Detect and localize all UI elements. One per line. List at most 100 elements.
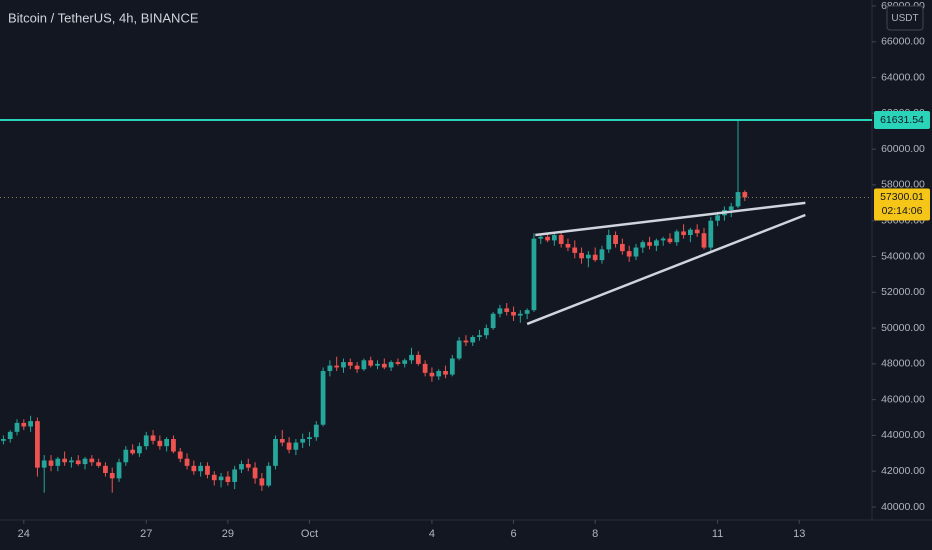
y-tick-label: 52000.00	[881, 286, 925, 298]
candle-body	[150, 435, 156, 441]
candle-body	[626, 251, 632, 257]
x-tick-label: 27	[140, 528, 152, 540]
candle-body	[545, 236, 550, 241]
candle-body	[191, 465, 197, 472]
candle-body	[347, 362, 353, 366]
candle-body	[211, 474, 217, 481]
candle-body	[681, 231, 686, 236]
level-label: 61631.54	[880, 114, 924, 126]
y-tick-label: 58000.00	[881, 179, 925, 191]
candle-body	[443, 371, 448, 375]
candle-body	[388, 362, 394, 368]
currency-label: USDT	[891, 13, 918, 24]
candle-body	[184, 458, 190, 466]
candle-body	[7, 431, 13, 440]
currency-box[interactable]	[886, 5, 924, 31]
candle-body	[463, 340, 469, 343]
y-tick-label: 66000.00	[881, 36, 925, 48]
candle-body	[640, 242, 646, 248]
candle-body	[599, 249, 605, 261]
candle-body	[123, 449, 129, 463]
candle-body	[334, 365, 340, 368]
candle-body	[395, 362, 401, 364]
candle-body	[75, 460, 81, 465]
x-tick-label: 6	[510, 528, 516, 540]
candle-body	[565, 243, 571, 248]
candle-body	[579, 252, 584, 259]
candle-body	[497, 308, 503, 314]
candle-body	[375, 363, 380, 366]
candle-body	[361, 360, 367, 370]
x-tick-label: 11	[712, 528, 723, 540]
candle-body	[300, 439, 306, 443]
candle-body	[436, 371, 442, 377]
candle-body	[252, 467, 258, 479]
candle-body	[82, 458, 88, 465]
candle-body	[592, 254, 598, 261]
candle-body	[69, 460, 74, 463]
candle-body	[742, 192, 748, 198]
y-tick-label: 60000.00	[881, 143, 925, 155]
candle-body	[613, 235, 618, 244]
y-tick-label: 46000.00	[881, 393, 925, 405]
candle-body	[96, 462, 102, 466]
chart-title: Bitcoin / TetherUS, 4h, BINANCE	[8, 10, 199, 25]
last-price-label: 57300.01	[880, 191, 924, 203]
candle-body	[524, 310, 530, 314]
candle-body	[667, 238, 673, 243]
candle-body	[694, 229, 700, 234]
candle-body	[293, 442, 299, 450]
candle-body	[409, 354, 414, 361]
trendline	[535, 201, 806, 237]
candle-body	[48, 460, 54, 466]
candle-body	[688, 229, 693, 236]
candle-body	[320, 371, 326, 425]
candle-body	[307, 437, 312, 440]
candle-body	[143, 435, 149, 447]
candle-body	[633, 247, 639, 257]
candle-body	[490, 313, 496, 329]
candle-body	[137, 446, 142, 454]
candle-body	[619, 243, 625, 252]
candle-body	[164, 439, 170, 447]
candle-body	[449, 358, 455, 375]
last-price-box	[874, 188, 930, 221]
candle-body	[422, 363, 428, 373]
candle-body	[341, 362, 346, 368]
candle-body	[218, 476, 224, 481]
candle-body	[62, 458, 67, 463]
candle-body	[660, 238, 666, 241]
candle-body	[504, 308, 510, 312]
candle-body	[728, 206, 734, 210]
candle-body	[177, 451, 183, 459]
level-label-box	[874, 110, 930, 129]
candle-body	[572, 247, 578, 253]
candle-body	[21, 422, 27, 427]
candle-body	[28, 421, 33, 427]
candle-body	[354, 365, 360, 370]
candle-body	[41, 460, 47, 468]
candle-body	[381, 363, 387, 368]
x-tick-label: 24	[18, 528, 30, 540]
candle-body	[531, 238, 537, 311]
candle-body	[715, 215, 720, 221]
candle-body	[205, 465, 210, 475]
candle-body	[55, 458, 61, 466]
candle-body	[456, 340, 462, 359]
y-tick-label: 50000.00	[881, 322, 925, 334]
candle-body	[157, 440, 163, 447]
candle-body	[415, 354, 421, 364]
candle-body	[313, 424, 319, 438]
countdown-label: 02:14:06	[882, 205, 923, 217]
candle-body	[232, 469, 238, 482]
candle-body	[279, 439, 285, 443]
y-tick-label: 64000.00	[881, 71, 925, 83]
plot	[0, 118, 872, 493]
y-tick-label: 44000.00	[881, 429, 925, 441]
candle-body	[538, 236, 544, 239]
candle-body	[116, 462, 122, 479]
x-tick-label: 13	[793, 528, 805, 540]
x-tick-label: 4	[429, 528, 435, 540]
